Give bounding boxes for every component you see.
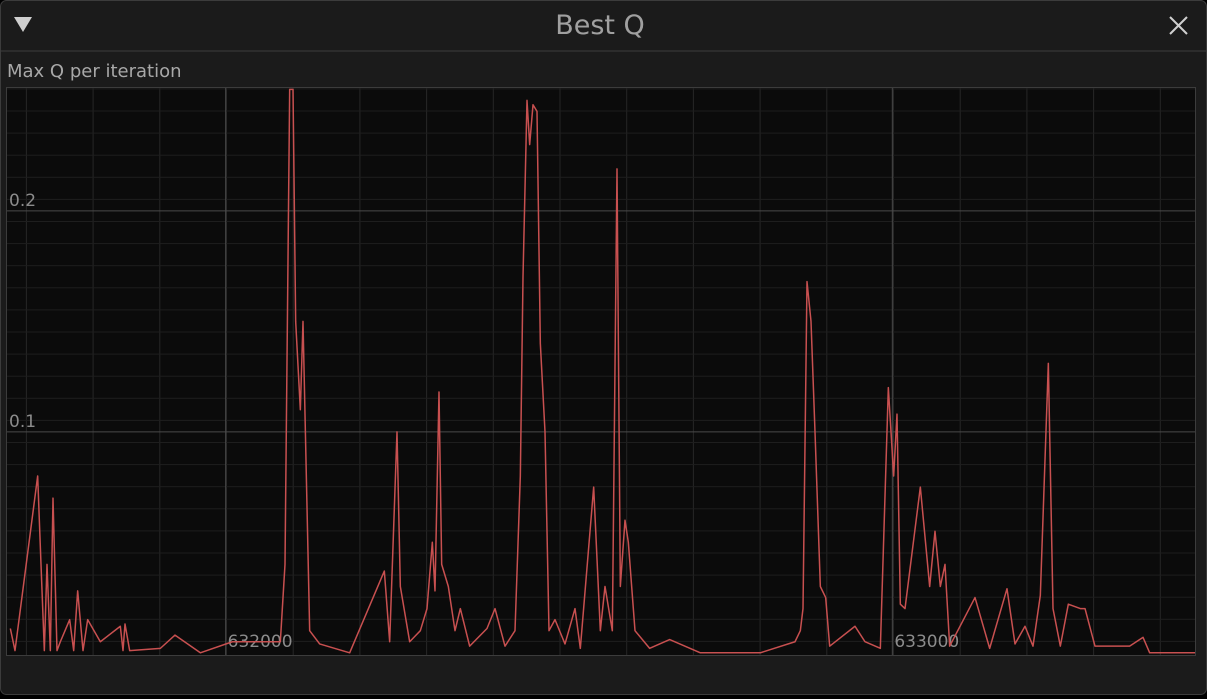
x-tick-label: 633000 <box>894 632 959 652</box>
minor-grid <box>7 88 1195 655</box>
collapse-button[interactable] <box>14 17 32 32</box>
series-line <box>9 88 1195 654</box>
window-title: Best Q <box>555 10 645 41</box>
plot-title: Max Q per iteration <box>7 61 182 82</box>
close-button[interactable] <box>1169 16 1188 35</box>
y-tick-label: 0.1 <box>9 412 36 432</box>
y-tick-label: 0.2 <box>9 191 36 211</box>
